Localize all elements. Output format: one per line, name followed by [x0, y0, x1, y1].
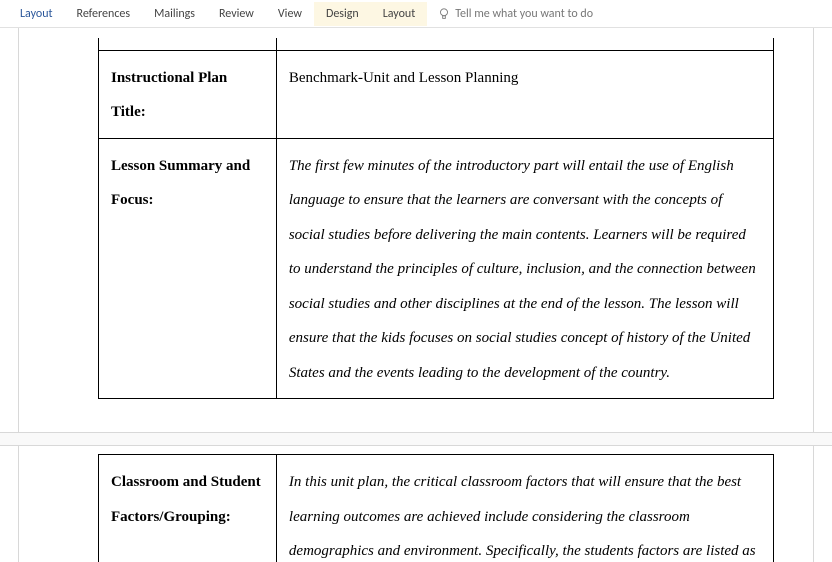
page-margin-left-2 [18, 446, 19, 562]
tell-me-search[interactable]: Tell me what you want to do [427, 7, 593, 21]
cell-instructional-plan-title-label[interactable]: Instructional Plan Title: [99, 50, 277, 138]
cell-lesson-summary-label[interactable]: Lesson Summary and Focus: [99, 138, 277, 399]
page-margin-right [813, 28, 814, 432]
table-row [99, 38, 774, 50]
tab-layout-2[interactable]: Layout [371, 2, 428, 26]
tab-layout[interactable]: Layout [8, 2, 65, 26]
table-row: Classroom and Student Factors/Grouping: … [99, 455, 774, 562]
tell-me-placeholder: Tell me what you want to do [455, 7, 593, 21]
cell-classroom-factors-label[interactable]: Classroom and Student Factors/Grouping: [99, 455, 277, 562]
lesson-plan-table-2: Classroom and Student Factors/Grouping: … [98, 454, 774, 562]
table-row: Lesson Summary and Focus: The first few … [99, 138, 774, 399]
cell-instructional-plan-title-content[interactable]: Benchmark-Unit and Lesson Planning [276, 50, 773, 138]
page-margin-right-2 [813, 446, 814, 562]
lesson-plan-table: Instructional Plan Title: Benchmark-Unit… [98, 38, 774, 399]
page-break [0, 432, 832, 446]
table-row: Instructional Plan Title: Benchmark-Unit… [99, 50, 774, 138]
page-margin-left [18, 28, 19, 432]
tab-view[interactable]: View [266, 2, 314, 26]
cell-lesson-summary-content[interactable]: The first few minutes of the introductor… [276, 138, 773, 399]
document-area: Instructional Plan Title: Benchmark-Unit… [0, 28, 832, 562]
cell-classroom-factors-content[interactable]: In this unit plan, the critical classroo… [276, 455, 773, 562]
ribbon-tabs-bar: Layout References Mailings Review View D… [0, 0, 832, 28]
lightbulb-icon [437, 7, 451, 21]
tab-mailings[interactable]: Mailings [142, 2, 207, 26]
tab-review[interactable]: Review [207, 2, 266, 26]
tab-design[interactable]: Design [314, 2, 371, 26]
tab-references[interactable]: References [65, 2, 143, 26]
